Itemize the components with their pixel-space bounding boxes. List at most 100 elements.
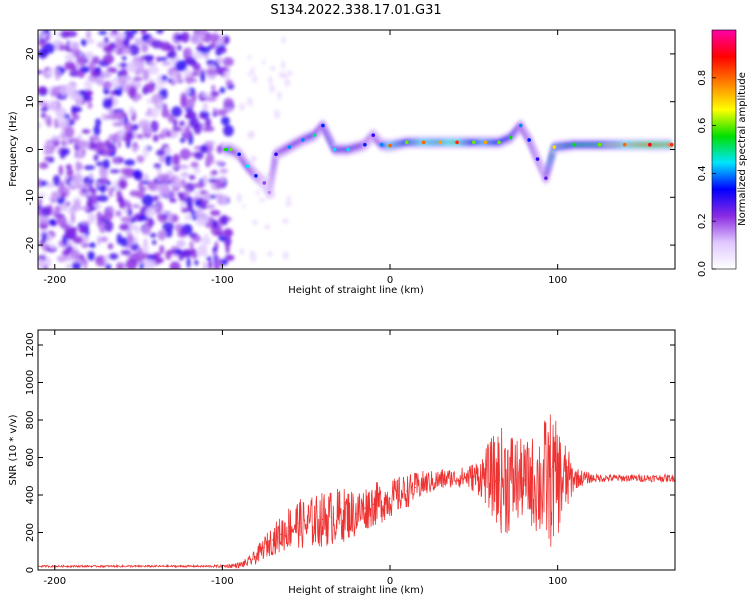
spectrogram-noise-blob — [38, 258, 46, 269]
spectrogram-noise-blob — [125, 258, 138, 269]
spectrogram-noise-blob — [206, 256, 212, 261]
spectrogram-noise-blob — [116, 262, 123, 269]
ridge-point — [388, 143, 392, 148]
spectrogram-noise-blob — [200, 70, 206, 83]
snr-point — [339, 515, 341, 517]
spectrogram-noise-blob — [83, 165, 96, 171]
snr-point — [263, 546, 265, 549]
spectrogram-noise-blob — [206, 204, 215, 210]
spectrogram-noise-blob — [44, 141, 53, 148]
snr-point — [280, 533, 282, 535]
spectrogram-noise-blob — [45, 70, 53, 77]
spectrogram-noise-blob — [117, 77, 128, 85]
spectrogram-noise-blob — [286, 80, 291, 86]
spectrogram-noise-blob — [194, 259, 199, 266]
spectrogram-noise-blob — [62, 147, 70, 156]
spectrogram-noise-blob — [194, 209, 204, 219]
spectrogram-noise-blob — [143, 173, 149, 181]
spectrogram-noise-blob — [220, 258, 229, 266]
spectrogram-noise-blob — [132, 169, 142, 179]
spectrogram-noise-blob — [105, 263, 112, 269]
spectrogram-noise-blob — [147, 61, 157, 66]
snr-point — [464, 476, 467, 478]
spectrogram-noise-blob — [267, 76, 273, 85]
spectrogram-noise-blob — [80, 39, 88, 46]
spectrogram-noise-blob — [156, 56, 161, 63]
spectrogram-noise-blob — [250, 66, 255, 76]
spectrogram-noise-blob — [104, 253, 109, 265]
spectrogram-noise-blob — [161, 173, 171, 184]
spectrogram-noise-blob — [192, 234, 202, 243]
ridge-point — [371, 133, 376, 137]
snr-point — [297, 522, 299, 524]
spectrogram-noise-blob — [175, 59, 188, 72]
snr-frame — [37, 329, 676, 571]
spectrogram-noise-blob — [50, 191, 59, 201]
spectrogram-noise-blob — [46, 182, 55, 189]
spectrogram-noise-blob — [103, 211, 114, 221]
snr-point — [607, 477, 609, 479]
spectrogram-noise-blob — [84, 79, 93, 91]
spectrogram-noise-blob — [246, 96, 254, 107]
snr-point — [657, 477, 659, 479]
spectrogram-noise-blob — [190, 117, 200, 130]
snr-point — [523, 479, 525, 481]
ridge-point — [301, 138, 305, 142]
spectrogram-noise-blob — [169, 261, 181, 269]
spectrogram-noise-blob — [65, 164, 73, 170]
spectrogram-noise-blob — [58, 164, 64, 176]
spectrogram-noise-blob — [175, 72, 182, 81]
spectrogram-noise-blob — [280, 60, 286, 70]
spectrogram-noise-blob — [215, 178, 224, 190]
spectrogram-noise-blob — [181, 250, 193, 258]
spectrogram-noise-blob — [38, 122, 42, 129]
spectrogram-noise-blob — [207, 63, 216, 69]
spectrogram-noise-blob — [128, 224, 136, 231]
snr-point — [481, 475, 483, 477]
spectrogram-noise-blob — [59, 45, 66, 51]
snr-point — [288, 526, 291, 528]
spectrogram-noise-blob — [205, 96, 218, 102]
spectrogram-noise-blob — [93, 154, 99, 162]
spectrogram-noise-blob — [207, 259, 213, 269]
snr-xtick-label: -100 — [211, 576, 234, 587]
spectrogram-noise-blob — [247, 131, 254, 140]
spectrogram-noise-blob — [127, 207, 133, 217]
spectrogram-ytick-label: 20 — [25, 48, 36, 61]
spectrogram-noise-blob — [142, 69, 150, 81]
spectrogram-noise-blob — [156, 30, 164, 34]
ridge-point — [228, 147, 233, 152]
spectrogram-ytick-label: -20 — [25, 237, 36, 253]
spectrogram-noise-blob — [200, 36, 209, 43]
snr-xtick-label: -200 — [43, 576, 66, 587]
spectrogram-noise-blob — [162, 184, 170, 196]
ridge-point — [223, 147, 228, 152]
spectrogram-noise-blob — [190, 34, 202, 45]
snr-point — [364, 507, 366, 509]
spectrogram-noise-blob — [210, 90, 220, 98]
spectrogram-noise-blob — [79, 206, 90, 211]
snr-point — [557, 479, 559, 481]
spectrogram-noise-blob — [128, 44, 140, 56]
spectrogram-noise-blob — [282, 250, 290, 260]
spectrogram-noise-blob — [259, 197, 266, 203]
snr-point — [406, 490, 408, 492]
spectrogram-noise-blob — [75, 160, 81, 173]
snr-xtick-label: 100 — [548, 576, 567, 587]
spectrogram-noise-blob — [94, 182, 103, 187]
snr-point — [573, 477, 576, 479]
spectrogram-noise-blob — [247, 71, 252, 77]
snr-ytick-label: 800 — [25, 410, 36, 429]
spectrogram-noise-blob — [198, 113, 205, 119]
spectrogram-noise-blob — [209, 209, 221, 216]
snr-point — [104, 565, 106, 567]
spectrogram-noise-blob — [76, 55, 86, 65]
spectrogram-noise-blob — [180, 31, 190, 43]
spectrogram-noise-blob — [238, 102, 246, 111]
spectrogram-noise-blob — [147, 65, 160, 75]
spectrogram-noise-blob — [87, 250, 95, 261]
snr-point — [473, 476, 475, 478]
spectrogram-noise-blob — [128, 86, 137, 99]
spectrogram-noise-blob — [141, 123, 150, 134]
spectrogram-noise-blob — [115, 210, 122, 217]
